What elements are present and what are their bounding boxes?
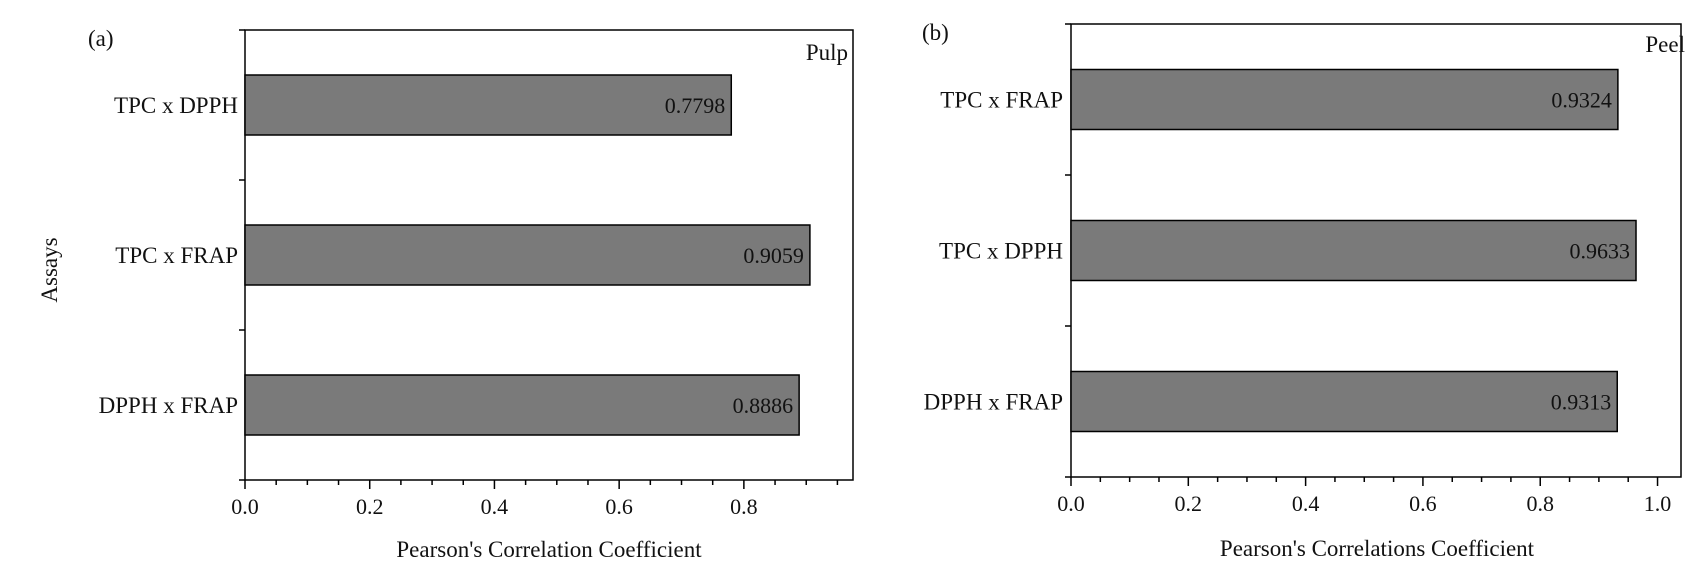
panel-a-x-tick-label-1: 0.2: [356, 494, 384, 519]
panel-a-subtitle: Pulp: [806, 40, 848, 65]
panel-b-bar-2: [1070, 219, 1637, 282]
panel-a-category-label-2: TPC x FRAP: [115, 243, 238, 268]
panel-b-x-tick-label-5: 1.0: [1644, 491, 1672, 516]
panel-b-bar-value-label-3: 0.9313: [1551, 390, 1612, 415]
panel-b-x-tick-label-1: 0.2: [1175, 491, 1203, 516]
panel-b-bar-1: [1070, 68, 1619, 131]
panel-b-bar-3: [1070, 370, 1618, 433]
panel-a-pulp: (a) Pulp Pearson's Correlation Coefficie…: [37, 26, 854, 562]
panel-a-bar-value-label-1: 0.7798: [665, 93, 726, 118]
panel-b-x-tick-label-4: 0.8: [1526, 491, 1554, 516]
panel-b-bars: 0.9324 0.9633 0.9313: [1070, 68, 1637, 433]
panel-b-y-axis: TPC x FRAP TPC x DPPH DPPH x FRAP: [924, 23, 1071, 478]
panel-a-bar-3: [244, 374, 800, 436]
panel-a-x-tick-label-2: 0.4: [481, 494, 509, 519]
panel-a-y-axis-title: Assays: [37, 237, 62, 302]
panel-a-x-tick-label-4: 0.8: [730, 494, 758, 519]
panel-a-category-label-1: TPC x DPPH: [114, 93, 238, 118]
panel-b-bar-value-label-1: 0.9324: [1551, 88, 1612, 113]
panel-a-bar-2: [244, 224, 811, 286]
panel-b-x-tick-label-3: 0.6: [1409, 491, 1437, 516]
panel-a-bar-value-label-2: 0.9059: [743, 243, 804, 268]
panel-a-bar-value-label-3: 0.8886: [733, 393, 794, 418]
panel-a-label: (a): [88, 26, 114, 51]
panel-a-x-axis: 0.0 0.2 0.4 0.6 0.8: [231, 480, 839, 519]
panel-a-x-axis-title: Pearson's Correlation Coefficient: [396, 537, 702, 562]
panel-a-bars: 0.7798 0.9059 0.8886: [244, 74, 811, 436]
panel-b-label: (b): [922, 20, 949, 45]
panel-a-y-axis: TPC x DPPH TPC x FRAP DPPH x FRAP: [99, 29, 245, 481]
panel-b-x-axis: 0.0 0.2 0.4 0.6 0.8 1.0: [1057, 477, 1671, 516]
panel-b-subtitle: Peel: [1645, 32, 1685, 57]
panel-b-peel: (b) Peel Pearson's Correlations Coeffici…: [922, 20, 1685, 561]
panel-b-x-axis-title: Pearson's Correlations Coefficient: [1220, 536, 1535, 561]
panel-a-bar-1: [244, 74, 733, 136]
panel-b-category-label-3: DPPH x FRAP: [924, 390, 1063, 415]
panel-b-bar-value-label-2: 0.9633: [1570, 239, 1631, 264]
panel-b-category-label-1: TPC x FRAP: [940, 88, 1063, 113]
panel-b-category-label-2: TPC x DPPH: [939, 239, 1063, 264]
panel-a-x-tick-label-0: 0.0: [231, 494, 259, 519]
panel-b-x-tick-label-2: 0.4: [1292, 491, 1320, 516]
panel-a-x-tick-label-3: 0.6: [605, 494, 633, 519]
panel-b-x-tick-label-0: 0.0: [1057, 491, 1085, 516]
panel-a-category-label-3: DPPH x FRAP: [99, 393, 238, 418]
